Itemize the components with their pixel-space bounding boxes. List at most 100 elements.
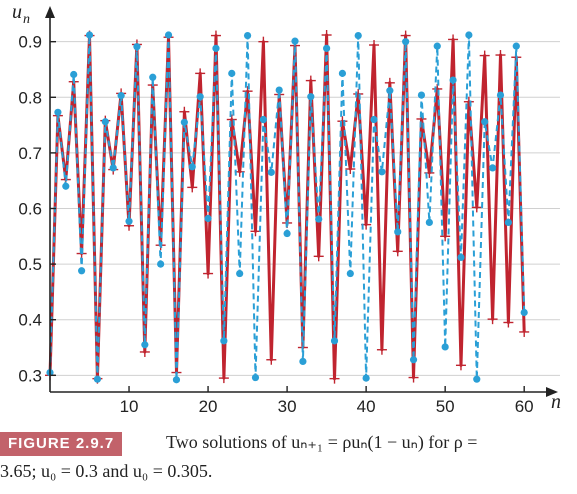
y-tick-label: 0.6 (18, 200, 42, 219)
data-point (455, 360, 466, 371)
data-point (187, 182, 198, 193)
data-point (93, 375, 102, 383)
ticks: 0.3 0.4 0.5 0.6 0.7 0.8 0.9 10 20 30 40 50 60 (18, 33, 533, 416)
data-point (78, 267, 86, 275)
data-point (139, 346, 150, 357)
data-point (220, 337, 228, 345)
x-tick-label: 10 (120, 397, 139, 416)
data-point (378, 168, 386, 176)
data-point (259, 115, 267, 124)
data-point (481, 118, 489, 126)
data-point (266, 354, 277, 365)
data-point (305, 75, 316, 86)
data-point (496, 91, 505, 99)
data-point (441, 343, 449, 351)
y-axis-title: un (12, 1, 30, 27)
caption-line-1: Two solutions of uₙ₊₁ = ρuₙ(1 − uₙ) for … (166, 432, 478, 452)
x-tick-label: 30 (278, 397, 297, 416)
data-point (204, 214, 212, 223)
figure-caption: FIGURE 2.9.7 Two solutions of uₙ₊₁ = ρuₙ… (0, 428, 577, 494)
x-axis-title: n (551, 391, 561, 413)
data-point (117, 92, 125, 100)
data-point (133, 43, 141, 51)
data-point (519, 326, 530, 337)
data-point (258, 36, 269, 47)
data-point (465, 31, 473, 39)
data-point (226, 114, 237, 125)
data-point (157, 260, 165, 268)
data-point (179, 106, 190, 117)
data-point (354, 31, 362, 40)
data-point (196, 93, 204, 101)
data-point (149, 73, 157, 81)
data-point (503, 317, 514, 328)
data-point (449, 76, 457, 84)
data-point (141, 341, 149, 349)
data-point (329, 373, 340, 384)
y-tick-label: 0.8 (18, 88, 42, 107)
data-point (172, 376, 181, 384)
data-point (299, 357, 307, 366)
data-point (218, 373, 229, 384)
data-point (409, 356, 418, 364)
data-point (180, 118, 188, 126)
x-tick-label: 20 (199, 397, 218, 416)
data-point (307, 93, 315, 101)
data-point (448, 34, 459, 45)
data-point (392, 246, 403, 257)
data-point (457, 253, 465, 262)
data-point (402, 38, 410, 46)
data-point (228, 69, 236, 77)
data-point (85, 31, 94, 39)
y-axis-title-main: u (12, 1, 22, 23)
x-tick-label: 40 (357, 397, 376, 416)
x-axis-arrow (546, 387, 558, 397)
data-point (70, 70, 78, 79)
data-point (109, 164, 117, 172)
series-red-solid (45, 30, 530, 384)
data-point (210, 30, 221, 41)
data-point (425, 218, 433, 227)
data-point (203, 268, 214, 279)
data-point (471, 202, 482, 213)
data-point (408, 372, 419, 383)
data-point (188, 163, 196, 171)
data-point (313, 251, 324, 262)
data-point (473, 375, 481, 383)
y-tick-label: 0.3 (18, 366, 42, 385)
series-layer (45, 30, 530, 384)
data-point (394, 228, 402, 236)
x-tick-label: 50 (436, 397, 455, 416)
data-point (370, 115, 378, 124)
y-axis-title-sub: n (23, 12, 30, 27)
y-tick-label: 0.9 (18, 33, 42, 52)
y-tick-label: 0.7 (18, 144, 42, 163)
caption-line-2: 3.65; u₀ = 0.3 and u₀ = 0.305. (0, 461, 213, 481)
data-point (283, 229, 291, 238)
data-point (315, 215, 323, 223)
data-point (236, 269, 244, 278)
y-tick-label: 0.5 (18, 255, 42, 274)
y-tick-label: 0.4 (18, 311, 42, 330)
data-point (487, 314, 498, 325)
data-point (417, 91, 426, 99)
data-point (125, 217, 133, 225)
data-point (242, 86, 253, 97)
data-point (62, 182, 70, 190)
axes (45, 6, 558, 397)
data-point (251, 373, 260, 382)
data-point (386, 87, 394, 95)
chart: 0.30.40.50.60.70.80.910 20 30 40 50 60 un n (12, 1, 561, 416)
data-point (433, 42, 441, 50)
data-point (338, 69, 347, 77)
data-point (243, 31, 252, 40)
data-point (164, 31, 173, 39)
data-point (323, 44, 331, 52)
data-point (275, 86, 283, 94)
figure-badge: FIGURE 2.9.7 (0, 432, 123, 456)
data-point (362, 374, 370, 382)
data-point (195, 68, 206, 79)
data-point (479, 50, 490, 61)
data-point (504, 218, 512, 227)
data-point (345, 164, 356, 175)
